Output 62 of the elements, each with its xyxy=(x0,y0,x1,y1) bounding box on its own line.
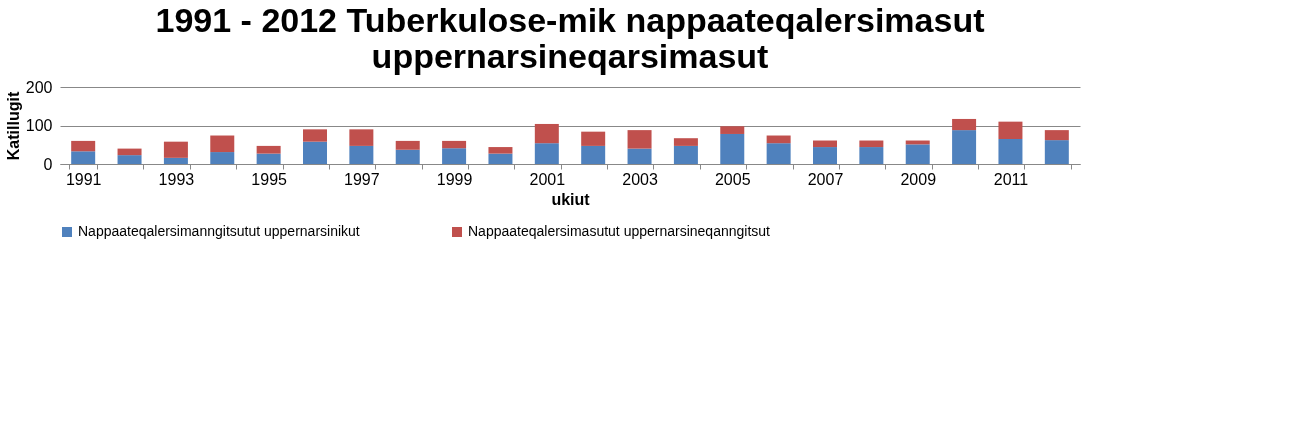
x-tick-label: 1995 xyxy=(251,170,288,188)
bar xyxy=(905,144,930,164)
bar xyxy=(813,147,837,164)
bar xyxy=(349,129,374,146)
bar xyxy=(952,130,977,164)
bar xyxy=(256,153,281,164)
legend-label: Nappaateqalersimasutut uppernarsineqanngitsut xyxy=(468,223,771,239)
bar xyxy=(534,123,559,144)
x-tick-label: 1991 xyxy=(65,170,102,188)
bar xyxy=(71,140,96,152)
bar xyxy=(488,147,513,154)
x-tick-label: 2003 xyxy=(622,170,658,188)
bar xyxy=(163,157,188,164)
bar xyxy=(349,145,374,164)
bar xyxy=(998,121,1023,139)
legend-label: Nappaateqalersimanngitsutut uppernarsinikut xyxy=(78,223,360,239)
x-tick-label: 2007 xyxy=(807,170,844,188)
x-tick-label: 1999 xyxy=(436,170,473,188)
bar xyxy=(859,147,884,164)
y-tick-label: 200 xyxy=(25,78,53,96)
bar xyxy=(117,155,142,164)
bar xyxy=(303,129,327,142)
bar xyxy=(210,135,235,153)
bar xyxy=(163,141,188,158)
x-tick-label: 1997 xyxy=(344,170,380,188)
bar xyxy=(766,143,791,164)
bar xyxy=(210,152,235,164)
bar xyxy=(1044,140,1069,164)
bar xyxy=(998,138,1023,164)
bar xyxy=(859,140,884,148)
bar xyxy=(581,131,606,146)
bar xyxy=(1044,130,1069,141)
x-tick-label: 2005 xyxy=(714,170,751,188)
bar xyxy=(256,145,281,154)
y-axis-title: Katillugit xyxy=(4,91,22,161)
x-tick-label: 1993 xyxy=(158,170,195,188)
text: 1991 - 2012 Tuberkulose-mik nappaateqalersimasut xyxy=(155,1,985,39)
bar xyxy=(673,138,698,146)
bar xyxy=(395,140,420,150)
bar xyxy=(117,148,142,156)
bar xyxy=(395,149,420,164)
bar xyxy=(442,140,467,149)
y-tick-label: 0 xyxy=(43,155,53,173)
x-axis-title: ukiut xyxy=(551,190,591,208)
x-tick-label: 2001 xyxy=(529,170,566,188)
bar xyxy=(627,148,652,164)
bar xyxy=(71,151,96,164)
bar xyxy=(720,126,745,134)
y-tick-label: 100 xyxy=(25,117,53,134)
bar xyxy=(720,133,745,164)
x-tick-label: 2009 xyxy=(900,170,937,188)
bar xyxy=(303,141,327,164)
bar xyxy=(952,118,977,131)
bar xyxy=(488,153,513,164)
bar xyxy=(442,148,467,164)
bar xyxy=(813,140,837,148)
bar xyxy=(581,145,606,164)
bar xyxy=(673,145,698,164)
bar xyxy=(627,130,652,149)
bar xyxy=(534,143,559,164)
bar xyxy=(766,135,791,144)
x-tick-label: 2011 xyxy=(993,170,1029,188)
